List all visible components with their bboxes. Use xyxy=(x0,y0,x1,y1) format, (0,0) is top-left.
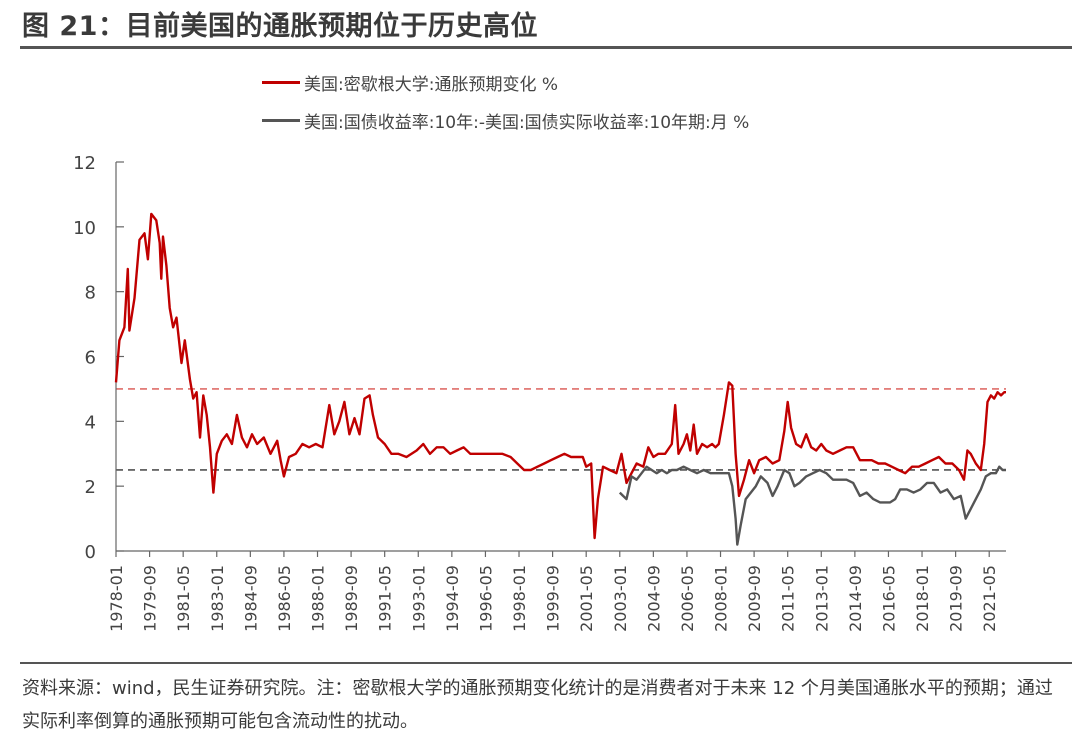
legend-item-red: 美国:密歇根大学:通胀预期变化 % xyxy=(262,70,558,95)
x-tick-label: 2009-09 xyxy=(745,565,764,632)
x-tick-label: 1981-05 xyxy=(174,565,193,632)
x-tick-label: 2013-01 xyxy=(812,565,831,632)
source-note: 资料来源：wind，民生证券研究院。注：密歇根大学的通胀预期变化统计的是消费者对… xyxy=(22,678,1053,732)
x-tick-label: 2021-05 xyxy=(980,565,999,632)
reference-lines xyxy=(116,388,1006,471)
x-tick-label: 2011-05 xyxy=(779,565,798,632)
x-tick-label: 2014-09 xyxy=(846,565,865,632)
x-tick-label: 1988-01 xyxy=(309,565,328,632)
x-tick-label: 1979-09 xyxy=(141,565,160,632)
x-tick-label: 1991-05 xyxy=(376,565,395,632)
x-tick-label: 1989-09 xyxy=(342,565,361,632)
x-tick-label: 2018-01 xyxy=(913,565,932,632)
legend-item-gray: 美国:国债收益率:10年:-美国:国债实际收益率:10年期:月 % xyxy=(262,108,749,133)
y-tick-label: 8 xyxy=(85,283,96,304)
figure-title: 图 21：目前美国的通胀预期位于历史高位 xyxy=(22,11,538,42)
x-tick-label: 2001-05 xyxy=(577,565,596,632)
y-tick-label: 10 xyxy=(73,218,96,239)
y-tick-label: 2 xyxy=(85,477,96,498)
series-line-1 xyxy=(618,465,1006,546)
inflation-expectation-chart: 0 2 4 6 8 10 12 1978-01 1979-09 1981-05 1983-01 198… xyxy=(73,153,1006,632)
x-tick-label: 1999-09 xyxy=(544,565,563,632)
x-tick-label: 1978-01 xyxy=(107,565,126,632)
x-tick-label: 1994-09 xyxy=(443,565,462,632)
legend-label-red: 美国:密歇根大学:通胀预期变化 % xyxy=(304,75,559,95)
x-tick-label: 1984-09 xyxy=(241,565,260,632)
x-tick-label: 2019-09 xyxy=(947,565,966,632)
x-tick-label: 2006-05 xyxy=(678,565,697,632)
x-tick-label: 1993-01 xyxy=(409,565,428,632)
series-layer xyxy=(114,212,1006,546)
y-tick-label: 12 xyxy=(73,153,96,174)
legend-swatch-red xyxy=(262,81,300,84)
legend-label-gray: 美国:国债收益率:10年:-美国:国债实际收益率:10年期:月 % xyxy=(304,113,750,133)
x-tick-label: 2004-09 xyxy=(644,565,663,632)
legend-swatch-gray xyxy=(262,119,300,122)
y-tick-label: 0 xyxy=(85,542,96,563)
title-rule xyxy=(20,46,1072,49)
x-tick-label: 1996-05 xyxy=(476,565,495,632)
source-rule xyxy=(20,662,1072,664)
x-tick-label: 1998-01 xyxy=(510,565,529,632)
x-tick-label: 2003-01 xyxy=(611,565,630,632)
chart-axes: 0 2 4 6 8 10 12 1978-01 1979-09 1981-05 1983-01 198… xyxy=(73,153,1006,632)
x-tick-label: 2008-01 xyxy=(712,565,731,632)
y-tick-label: 6 xyxy=(85,348,96,369)
y-tick-label: 4 xyxy=(85,412,96,433)
series-line-0 xyxy=(114,212,1006,540)
x-tick-label: 2016-05 xyxy=(879,565,898,632)
x-tick-label: 1986-05 xyxy=(275,565,294,632)
x-tick-label: 1983-01 xyxy=(208,565,227,632)
